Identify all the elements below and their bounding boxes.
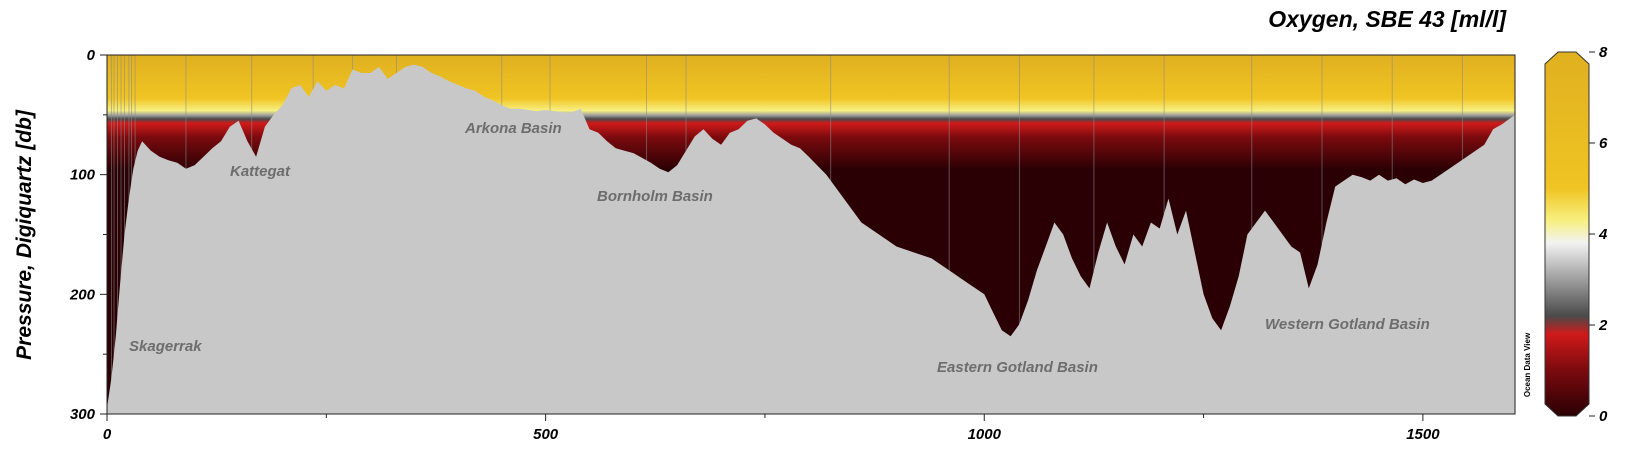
label-western-gotland-basin: Western Gotland Basin <box>1265 316 1430 333</box>
y-axis: 0 100 200 300 <box>69 47 107 423</box>
x-axis: 0 500 1000 1500 <box>103 414 1440 443</box>
seafloor-bathymetry <box>107 64 1515 414</box>
colorbar-scale <box>1544 51 1590 417</box>
colorbar-tick-label: 6 <box>1599 135 1608 152</box>
chart-title: Oxygen, SBE 43 [ml/l] <box>1268 6 1507 32</box>
x-tick-label: 500 <box>533 426 559 443</box>
ocean-data-view-watermark: Ocean Data View <box>1523 332 1532 397</box>
x-tick-label: 0 <box>103 426 112 443</box>
colorbar: 0 2 4 6 8 <box>1544 44 1608 425</box>
y-tick-label: 300 <box>70 406 96 423</box>
y-axis-label: Pressure, Digiquartz [db] <box>13 109 36 360</box>
colorbar-tick-label: 2 <box>1598 317 1608 334</box>
x-tick-label: 1000 <box>968 426 1002 443</box>
label-skagerrak: Skagerrak <box>129 338 202 355</box>
y-tick-label: 100 <box>70 167 96 184</box>
label-eastern-gotland-basin: Eastern Gotland Basin <box>937 359 1098 376</box>
colorbar-tick-label: 4 <box>1598 226 1608 243</box>
colorbar-ticks: 0 2 4 6 8 <box>1589 44 1608 425</box>
label-bornholm-basin: Bornholm Basin <box>597 188 713 205</box>
colorbar-tick-label: 8 <box>1599 44 1608 61</box>
y-tick-label: 0 <box>87 47 96 64</box>
colorbar-tick-label: 0 <box>1599 408 1608 425</box>
x-tick-label: 1500 <box>1406 426 1440 443</box>
label-arkona-basin: Arkona Basin <box>464 120 562 137</box>
label-kattegat: Kattegat <box>230 163 291 180</box>
plot-area <box>107 55 1515 414</box>
y-tick-label: 200 <box>69 286 96 303</box>
